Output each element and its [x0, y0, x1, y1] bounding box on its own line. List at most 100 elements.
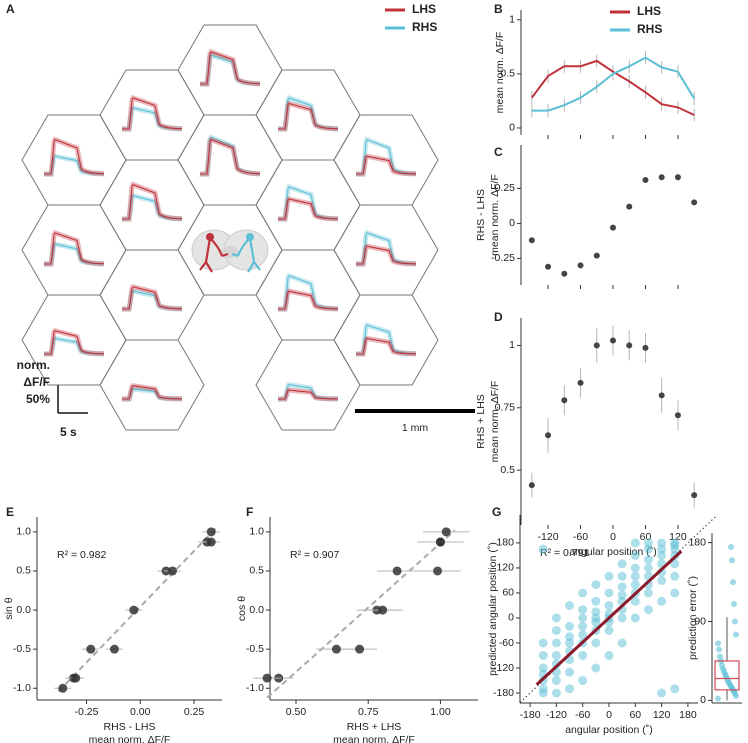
x-axis-title: RHS + LHS — [347, 721, 402, 733]
point — [643, 555, 653, 565]
y-tick-label: 60 — [502, 587, 514, 599]
x-tick-label: -60 — [575, 709, 590, 721]
x-tick-label: 60 — [629, 709, 641, 721]
y-tick-label: 1.0 — [249, 526, 264, 538]
hexagon — [333, 294, 439, 386]
point — [262, 673, 272, 683]
point — [591, 613, 601, 623]
point — [591, 607, 601, 617]
point — [551, 650, 561, 660]
point — [109, 644, 119, 654]
point — [630, 550, 640, 560]
point — [528, 237, 535, 244]
y-tick-label: 0.75 — [495, 402, 516, 414]
y-tick-label: -1.0 — [13, 682, 31, 694]
point — [691, 199, 698, 206]
point — [604, 650, 614, 660]
point — [657, 688, 667, 698]
legend-label: RHS — [412, 20, 437, 34]
point — [593, 342, 600, 349]
x-tick-label: 0.00 — [130, 706, 151, 718]
x-tick-label: -120 — [546, 709, 567, 721]
x-tick-label: 0 — [610, 531, 616, 543]
y-axis-title: sin θ — [3, 597, 15, 619]
trace — [356, 245, 416, 265]
y-tick-label: -1.0 — [246, 682, 264, 694]
trace — [122, 286, 182, 310]
scale-label: 1 mm — [402, 422, 429, 434]
trace — [356, 337, 416, 355]
point — [577, 379, 584, 386]
point — [657, 550, 667, 560]
point — [545, 263, 552, 270]
neuron-lhs — [199, 237, 229, 273]
x-tick-label: 60 — [640, 531, 652, 543]
trace — [200, 138, 261, 175]
point — [657, 575, 667, 585]
point — [561, 270, 568, 277]
y-axis-title: RHS - LHS — [475, 189, 487, 241]
neuron-rhs — [231, 237, 261, 273]
point — [670, 684, 680, 694]
point — [657, 544, 667, 554]
point — [392, 566, 402, 576]
soma-lhs — [206, 233, 214, 241]
point — [729, 557, 735, 564]
point — [593, 252, 600, 259]
trace — [44, 138, 105, 175]
point — [674, 412, 681, 419]
point — [715, 640, 721, 647]
y-tick-label: 0.0 — [16, 604, 31, 616]
y-axis-title: RHS + LHS — [475, 394, 487, 449]
panel-letter: B — [494, 2, 503, 16]
point — [604, 625, 614, 635]
y-tick-label: 180 — [688, 536, 706, 548]
point — [538, 650, 548, 660]
point — [551, 638, 561, 648]
point — [617, 559, 627, 569]
point — [630, 613, 640, 623]
scale-label: 5 s — [60, 425, 77, 439]
point — [591, 663, 601, 673]
x-tick-label: 120 — [653, 709, 671, 721]
panel-letter: E — [6, 505, 14, 519]
y-tick-label: 120 — [496, 562, 514, 574]
scale-title: ΔF/F — [23, 375, 50, 389]
x-tick-label: -60 — [573, 531, 588, 543]
point — [674, 174, 681, 181]
panel-letter: A — [6, 2, 15, 16]
point — [565, 600, 575, 610]
point — [591, 580, 601, 590]
point — [617, 613, 627, 623]
point — [538, 684, 548, 694]
y-tick-label: -120 — [493, 662, 514, 674]
y-tick-label: 0.5 — [249, 565, 264, 577]
point — [730, 579, 736, 586]
y-tick-label: 180 — [496, 537, 514, 549]
point — [578, 630, 588, 640]
point — [528, 482, 535, 489]
point — [670, 588, 680, 598]
point — [538, 638, 548, 648]
y-tick-label: 0.5 — [500, 68, 515, 80]
point — [691, 492, 698, 499]
point — [565, 621, 575, 631]
trace — [278, 389, 338, 400]
trace — [278, 290, 338, 310]
point — [643, 544, 653, 554]
y-axis-title: predicted angular position (˚) — [487, 542, 499, 676]
y-tick-label: 0.0 — [249, 604, 264, 616]
point — [565, 632, 575, 642]
y-tick-label: 0 — [700, 694, 706, 706]
point — [731, 600, 737, 607]
y-axis-title: mean norm. ΔF/F — [494, 32, 506, 114]
point — [658, 392, 665, 399]
soma-rhs — [246, 233, 254, 241]
point — [604, 588, 614, 598]
point — [58, 683, 68, 693]
x-axis-title: mean norm. ΔF/F — [89, 734, 171, 743]
x-axis-title: RHS - LHS — [104, 721, 156, 733]
x-axis-title: mean norm. ΔF/F — [333, 734, 415, 743]
trace — [122, 183, 183, 220]
fit-line — [535, 550, 683, 686]
